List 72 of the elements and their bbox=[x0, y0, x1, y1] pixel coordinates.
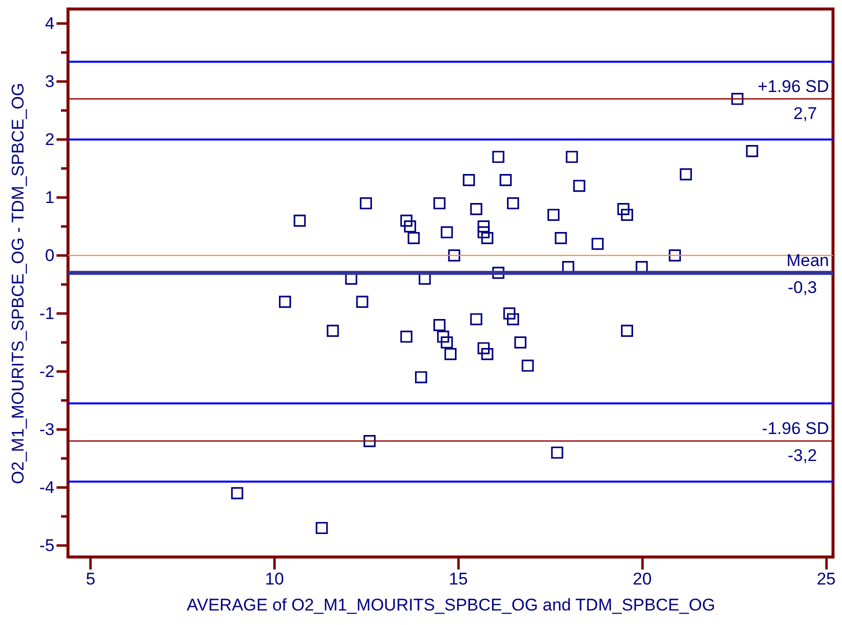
point bbox=[440, 226, 453, 238]
point bbox=[400, 214, 412, 227]
point bbox=[360, 197, 372, 210]
point bbox=[492, 266, 504, 279]
x-tick-label: 10 bbox=[265, 570, 284, 588]
y-tick-label: -3 bbox=[39, 420, 54, 439]
point bbox=[566, 150, 578, 163]
annotation: -3,2 bbox=[788, 446, 817, 466]
y-tick-label: 4 bbox=[45, 14, 54, 33]
point bbox=[554, 232, 567, 244]
point bbox=[231, 487, 244, 500]
point bbox=[470, 313, 482, 326]
point bbox=[462, 174, 475, 186]
point bbox=[506, 197, 520, 210]
point bbox=[547, 208, 560, 221]
y-tick-label: -5 bbox=[39, 536, 54, 555]
point bbox=[668, 249, 681, 262]
point bbox=[433, 319, 446, 332]
point bbox=[506, 313, 520, 326]
ref-line-label: Mean bbox=[786, 250, 829, 270]
y-tick-label: 2 bbox=[45, 130, 54, 149]
point bbox=[573, 180, 586, 192]
y-tick-label: -1 bbox=[39, 304, 54, 323]
point bbox=[492, 150, 504, 163]
annotation: 2,7 bbox=[793, 104, 817, 123]
ref-line-label: -1.96 SD bbox=[762, 419, 829, 438]
point bbox=[551, 446, 564, 459]
point bbox=[364, 434, 376, 448]
point bbox=[503, 307, 516, 320]
x-tick-label: 25 bbox=[816, 570, 836, 588]
point bbox=[620, 208, 634, 221]
point bbox=[592, 238, 604, 250]
y-tick-label: 1 bbox=[45, 188, 54, 207]
point bbox=[481, 232, 494, 244]
point bbox=[514, 336, 526, 348]
point bbox=[440, 336, 453, 348]
point bbox=[481, 348, 494, 360]
point bbox=[437, 330, 450, 343]
point bbox=[278, 296, 292, 308]
x-axis-title: AVERAGE of O2_M1_MOURITS_SPBCE_OG and TDM_SPBCE_OG bbox=[186, 596, 716, 614]
point bbox=[326, 324, 339, 337]
point bbox=[294, 214, 306, 227]
y-axis-title: O2_M1_MOURITS_SPBCE_OG - TDM_SPBCE_OG bbox=[8, 82, 28, 484]
point bbox=[433, 197, 446, 210]
point bbox=[470, 203, 482, 216]
point bbox=[680, 168, 692, 180]
ref-line-label: +1.96 SD bbox=[758, 76, 829, 96]
point bbox=[408, 232, 420, 244]
point bbox=[522, 360, 534, 372]
y-tick-label: -2 bbox=[39, 362, 54, 381]
y-tick-label: 3 bbox=[45, 72, 54, 91]
point bbox=[404, 220, 416, 233]
annotation: -0,3 bbox=[788, 278, 817, 297]
point bbox=[415, 371, 428, 384]
point bbox=[356, 296, 368, 308]
point bbox=[731, 92, 744, 105]
x-tick-label: 20 bbox=[632, 570, 652, 588]
point bbox=[478, 220, 490, 233]
point bbox=[617, 203, 630, 216]
point bbox=[316, 522, 328, 534]
y-tick-label: -4 bbox=[39, 478, 54, 497]
point bbox=[400, 330, 412, 343]
point bbox=[444, 348, 457, 360]
point bbox=[746, 145, 758, 158]
point bbox=[478, 226, 490, 238]
x-tick-label: 15 bbox=[448, 570, 468, 588]
y-tick-label: 0 bbox=[45, 246, 54, 265]
point bbox=[478, 342, 490, 354]
point bbox=[620, 324, 634, 337]
point bbox=[500, 174, 512, 186]
x-tick-label: 5 bbox=[86, 570, 96, 588]
point bbox=[448, 249, 460, 262]
